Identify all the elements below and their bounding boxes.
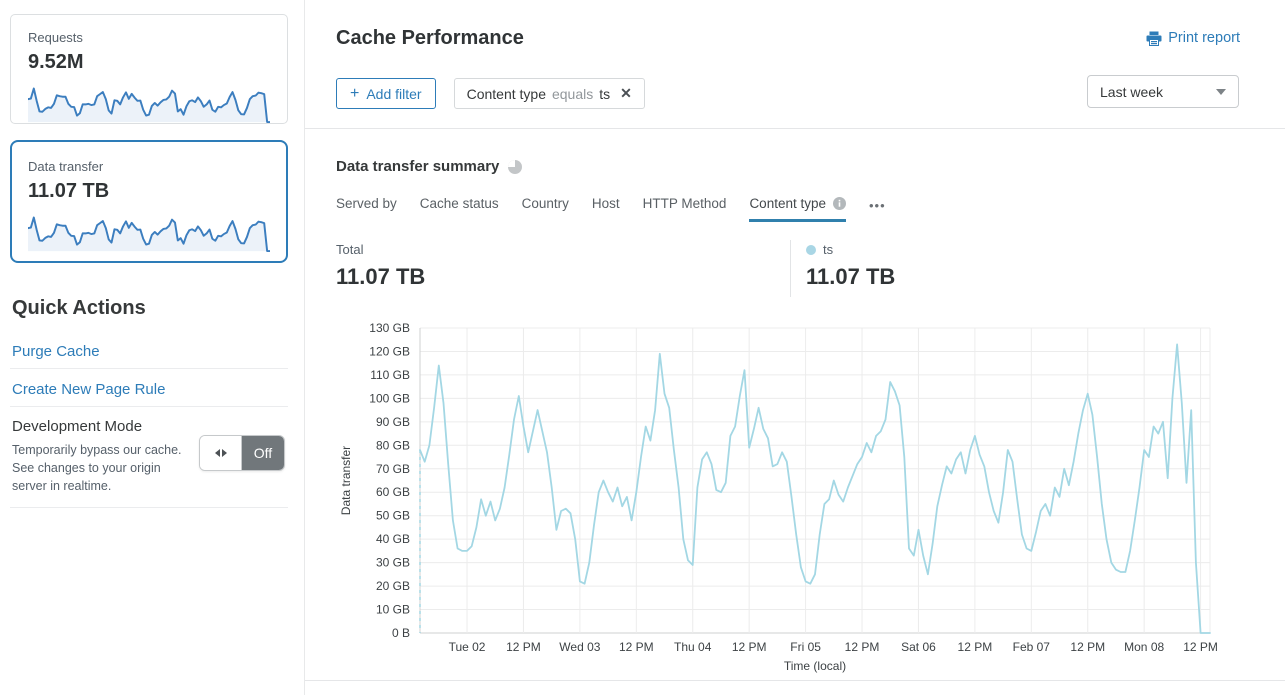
tab-http-method[interactable]: HTTP Method [642,196,727,211]
svg-text:90 GB: 90 GB [376,415,410,429]
total-stat: Total 11.07 TB [336,242,425,290]
data-transfer-card-label: Data transfer [28,159,104,174]
divider [10,507,288,508]
divider [790,240,791,297]
svg-text:40 GB: 40 GB [376,532,410,546]
toggle-knob[interactable] [200,436,242,470]
svg-text:110 GB: 110 GB [370,368,410,382]
time-range-value: Last week [1100,83,1164,100]
svg-text:12 PM: 12 PM [1183,640,1218,654]
left-arrow-icon [214,449,220,457]
svg-text:120 GB: 120 GB [369,344,410,358]
more-tabs-menu[interactable]: ••• [869,198,886,213]
add-filter-label: Add filter [366,85,422,102]
create-page-rule-link[interactable]: Create New Page Rule [12,381,166,398]
add-filter-button[interactable]: + Add filter [336,78,436,109]
svg-text:Time (local): Time (local) [784,659,846,673]
svg-text:12 PM: 12 PM [732,640,767,654]
tab-host[interactable]: Host [591,196,620,211]
svg-text:30 GB: 30 GB [376,556,410,570]
svg-text:Tue 02: Tue 02 [449,640,486,654]
print-report-link[interactable]: Print report [1146,30,1240,46]
data-transfer-sparkline-chart [28,216,270,253]
time-range-select[interactable]: Last week [1087,75,1239,108]
svg-text:20 GB: 20 GB [376,579,410,593]
svg-text:10 GB: 10 GB [376,603,410,617]
analytics-sidebar: Requests 9.52M Data transfer 11.07 TB Qu… [0,0,305,695]
data-transfer-metric-card[interactable]: Data transfer 11.07 TB [10,140,288,263]
filter-operator: equals [551,85,594,102]
svg-text:12 PM: 12 PM [845,640,880,654]
tab-served-by[interactable]: Served by [336,196,397,211]
summary-title-row: Data transfer summary [336,158,523,175]
info-icon[interactable] [833,197,846,210]
svg-text:Mon 08: Mon 08 [1124,640,1164,654]
svg-text:Sat 06: Sat 06 [901,640,936,654]
tab-country[interactable]: Country [521,196,569,211]
development-mode-label: Development Mode [12,418,143,435]
svg-text:Fri 05: Fri 05 [790,640,821,654]
development-mode-toggle[interactable]: Off [199,435,285,471]
page-title: Cache Performance [336,27,524,49]
purge-cache-link[interactable]: Purge Cache [12,343,100,360]
content-type-filter-chip[interactable]: Content type equals ts ✕ [453,78,645,109]
filter-row: + Add filter Content type equals ts ✕ [336,78,645,109]
toggle-off-label: Off [242,436,284,470]
main-content: Cache Performance Print report + Add fil… [305,0,1285,695]
requests-card-label: Requests [28,30,83,45]
total-stat-label: Total [336,242,364,257]
dimension-tabs: Served by Cache status Country Host HTTP… [336,196,886,222]
print-report-label: Print report [1168,30,1240,46]
svg-text:60 GB: 60 GB [376,485,410,499]
data-transfer-chart: 0 B 10 GB 20 GB 30 GB 40 GB 50 GB 60 GB 70 GB 80… [336,318,1256,678]
summary-title: Data transfer summary [336,158,500,175]
svg-text:50 GB: 50 GB [376,509,410,523]
pie-timer-icon [508,159,523,174]
divider [10,368,288,369]
ts-legend-label: ts [823,242,834,257]
right-arrow-icon [221,449,227,457]
tab-cache-status[interactable]: Cache status [419,196,499,211]
remove-filter-icon[interactable]: ✕ [620,85,632,101]
ts-stat-value: 11.07 TB [806,264,896,289]
requests-sparkline-chart [28,87,270,124]
ts-series-stat: ts 11.07 TB [806,242,895,290]
svg-text:Feb 07: Feb 07 [1013,640,1051,654]
total-stat-value: 11.07 TB [336,264,426,289]
svg-text:12 PM: 12 PM [506,640,541,654]
svg-text:100 GB: 100 GB [369,391,410,405]
divider [305,680,1285,681]
requests-card-value: 9.52M [28,51,84,73]
svg-text:12 PM: 12 PM [958,640,993,654]
requests-metric-card[interactable]: Requests 9.52M [10,14,288,124]
svg-text:Data transfer: Data transfer [339,446,353,515]
svg-text:Wed 03: Wed 03 [559,640,600,654]
printer-icon [1146,31,1162,46]
tab-content-type[interactable]: Content type [749,196,846,222]
filter-field: Content type [466,85,546,102]
svg-text:Thu 04: Thu 04 [674,640,712,654]
svg-text:80 GB: 80 GB [376,438,410,452]
chevron-down-icon [1216,88,1226,95]
ts-legend-dot [806,244,816,255]
divider [10,406,288,407]
development-mode-description: Temporarily bypass our cache. See change… [12,443,182,493]
svg-text:12 PM: 12 PM [619,640,654,654]
quick-actions-heading: Quick Actions [12,297,146,319]
filter-value: ts [599,85,611,102]
svg-text:70 GB: 70 GB [376,462,410,476]
tab-content-type-label: Content type [749,196,826,211]
divider [305,128,1285,129]
svg-text:0 B: 0 B [392,626,410,640]
plus-icon: + [350,84,360,102]
svg-text:12 PM: 12 PM [1070,640,1105,654]
svg-text:130 GB: 130 GB [369,321,410,335]
data-transfer-card-value: 11.07 TB [28,180,110,202]
timeseries-chart-svg: 0 B 10 GB 20 GB 30 GB 40 GB 50 GB 60 GB 70 GB 80… [339,321,1218,673]
